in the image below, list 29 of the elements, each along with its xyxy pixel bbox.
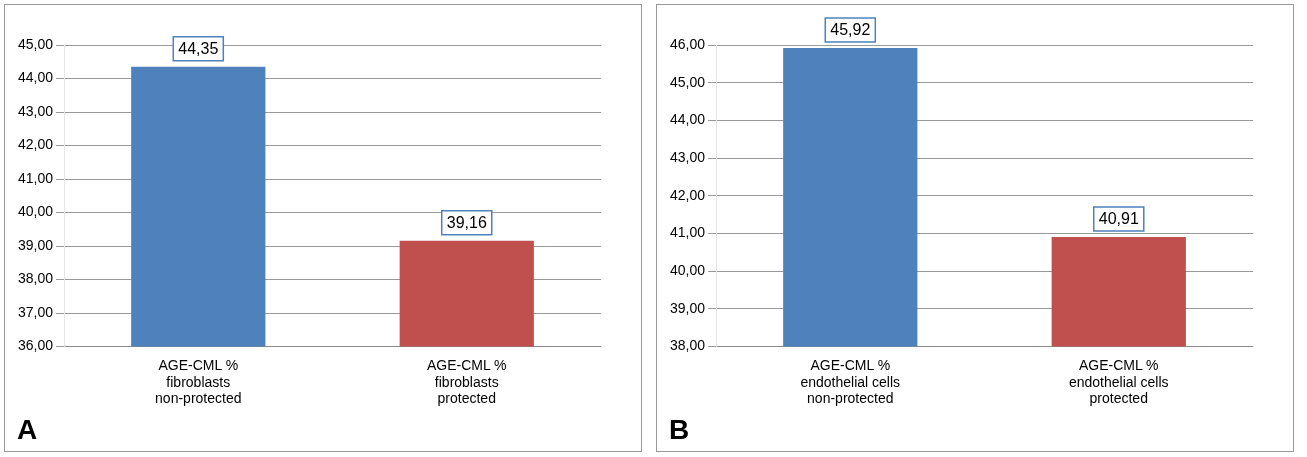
y-tick-label: 37,00 [17, 303, 54, 320]
y-tick-label: 38,00 [669, 337, 706, 354]
y-tick-label: 46,00 [669, 35, 706, 52]
x-tick-label: AGE-CML % fibroblasts protected [426, 356, 507, 407]
y-tick-label: 44,00 [17, 69, 54, 86]
y-tick-label: 41,00 [669, 224, 706, 241]
y-tick-label: 45,00 [17, 35, 54, 52]
data-label: 40,91 [1098, 210, 1139, 228]
y-tick-label: 42,00 [17, 136, 54, 153]
y-tick-label: 43,00 [669, 148, 706, 165]
y-tick-label: 39,00 [17, 236, 54, 253]
y-tick-label: 44,00 [669, 111, 706, 128]
text: B [669, 413, 690, 445]
y-tick-label: 40,00 [669, 262, 706, 279]
y-tick-label: 42,00 [669, 186, 706, 203]
text: A [17, 413, 38, 445]
x-tick-label: AGE-CML % endothelial cells protected [1068, 356, 1169, 407]
y-tick-label: 39,00 [669, 299, 706, 316]
x-tick-label: AGE-CML % endothelial cells non-protected [800, 356, 901, 407]
data-label: 39,16 [446, 214, 487, 232]
y-tick-label: 43,00 [17, 102, 54, 119]
y-tick-label: 38,00 [17, 270, 54, 287]
data-label: 45,92 [830, 21, 871, 39]
x-tick-label: AGE-CML % fibroblasts non-protected [155, 356, 242, 407]
y-tick-label: 41,00 [17, 169, 54, 186]
y-tick-label: 40,00 [17, 203, 54, 220]
y-tick-label: 36,00 [17, 337, 54, 354]
data-label: 44,35 [178, 40, 219, 58]
y-tick-label: 45,00 [669, 73, 706, 90]
